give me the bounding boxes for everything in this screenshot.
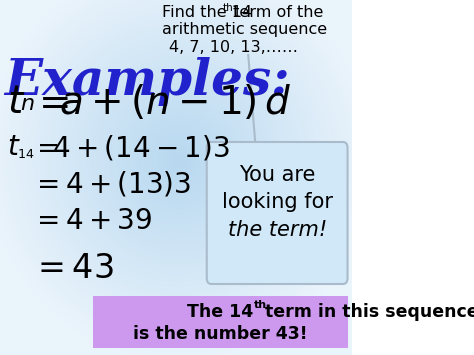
Text: arithmetic sequence: arithmetic sequence: [162, 22, 327, 37]
Text: $4 + (14 - 1)3$: $4 + (14 - 1)3$: [52, 133, 230, 162]
Text: th: th: [254, 300, 266, 310]
Text: You are: You are: [239, 165, 315, 185]
Text: the term!: the term!: [228, 220, 327, 240]
Text: The 14: The 14: [187, 303, 253, 321]
Text: Find the 14: Find the 14: [162, 5, 252, 20]
Text: $= 43$: $= 43$: [31, 252, 114, 285]
Text: $=$: $=$: [31, 133, 59, 161]
FancyBboxPatch shape: [92, 296, 347, 348]
Text: Examples:: Examples:: [4, 57, 289, 106]
Text: looking for: looking for: [222, 192, 333, 212]
Text: th: th: [223, 3, 234, 13]
Text: $_{14}$: $_{14}$: [17, 143, 35, 161]
Text: term of the: term of the: [228, 5, 324, 20]
Text: $a + (n - 1)\, d$: $a + (n - 1)\, d$: [59, 83, 292, 122]
Text: $t$: $t$: [8, 83, 26, 121]
Text: term in this sequence: term in this sequence: [259, 303, 474, 321]
Text: $t$: $t$: [8, 133, 21, 161]
Text: $= 4 + (13)3$: $= 4 + (13)3$: [31, 170, 191, 199]
Text: is the number 43!: is the number 43!: [133, 325, 307, 343]
Text: $=$: $=$: [31, 83, 69, 121]
Text: 4, 7, 10, 13,……: 4, 7, 10, 13,……: [169, 40, 298, 55]
Text: $= 4 + 39$: $= 4 + 39$: [31, 207, 152, 235]
FancyBboxPatch shape: [207, 142, 347, 284]
Text: $n$: $n$: [20, 94, 35, 114]
